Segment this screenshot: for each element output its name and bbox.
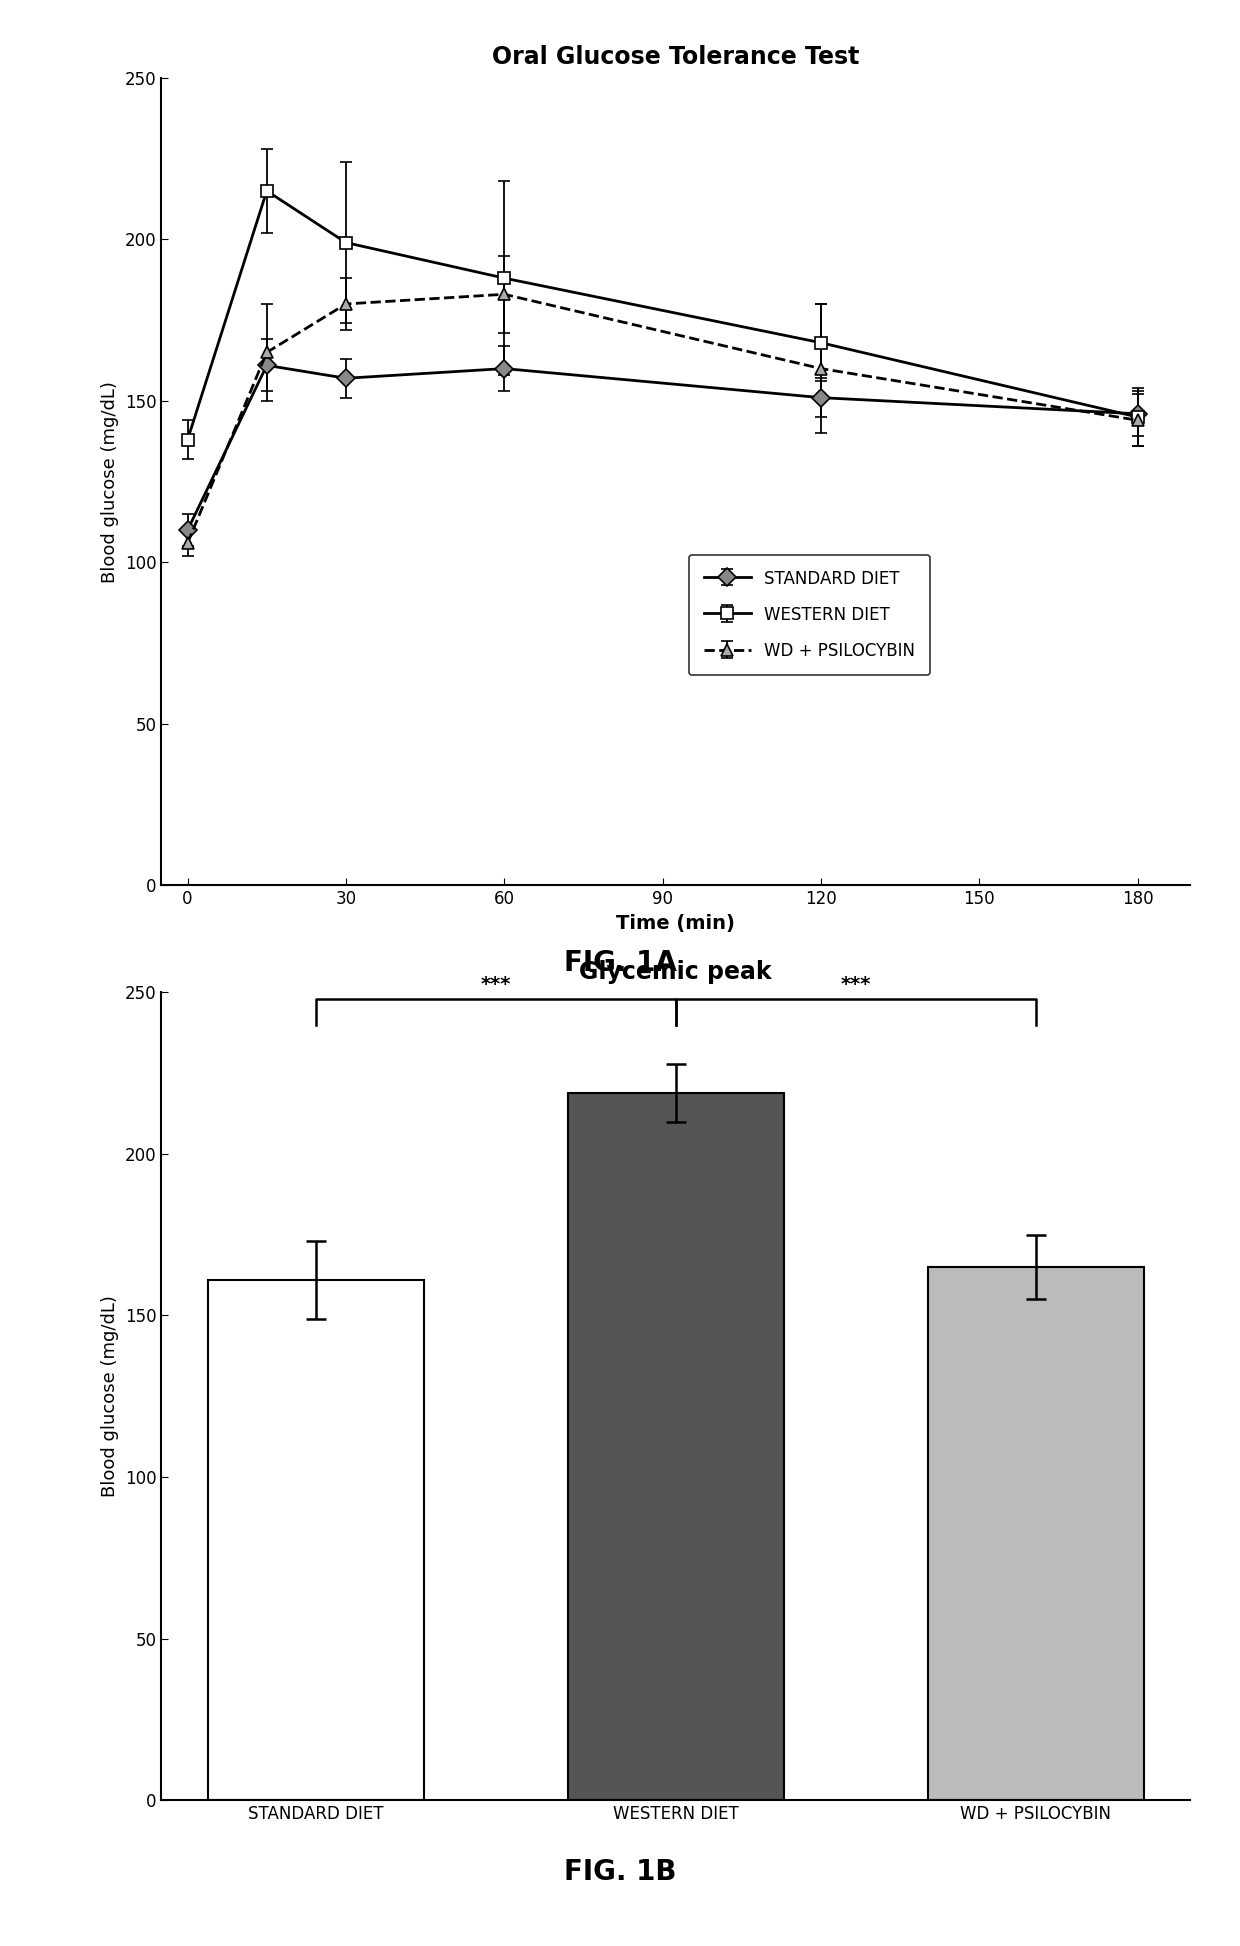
Y-axis label: Blood glucose (mg/dL): Blood glucose (mg/dL) xyxy=(102,1296,119,1496)
Legend: STANDARD DIET, WESTERN DIET, WD + PSILOCYBIN: STANDARD DIET, WESTERN DIET, WD + PSILOC… xyxy=(689,555,930,675)
Text: ***: *** xyxy=(481,975,511,994)
Y-axis label: Blood glucose (mg/dL): Blood glucose (mg/dL) xyxy=(102,381,119,582)
X-axis label: Time (min): Time (min) xyxy=(616,915,735,932)
Text: FIG. 1A: FIG. 1A xyxy=(563,950,677,977)
Bar xyxy=(568,1092,784,1800)
Title: Glycemic peak: Glycemic peak xyxy=(579,959,773,983)
Bar xyxy=(208,1280,424,1800)
Bar xyxy=(928,1267,1143,1800)
Text: FIG. 1B: FIG. 1B xyxy=(564,1858,676,1886)
Title: Oral Glucose Tolerance Test: Oral Glucose Tolerance Test xyxy=(492,45,859,68)
Text: ***: *** xyxy=(841,975,870,994)
